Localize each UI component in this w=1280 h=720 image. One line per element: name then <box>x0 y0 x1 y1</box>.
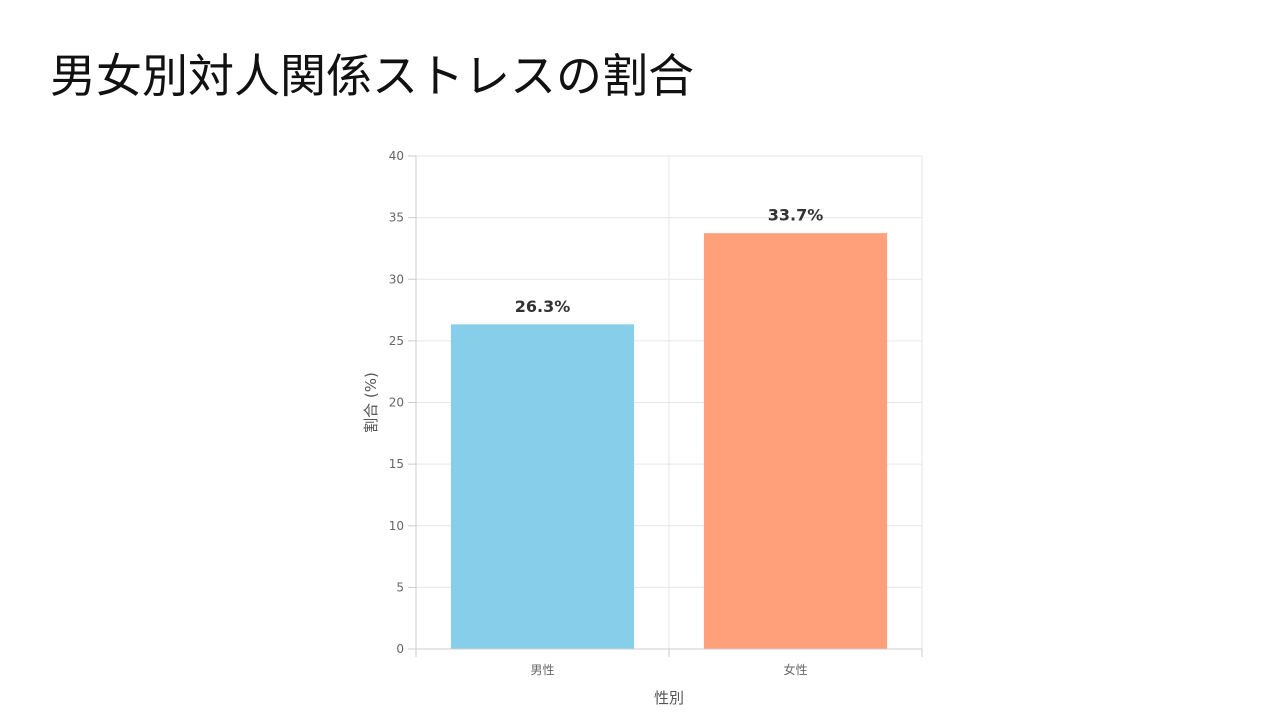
chart-bars <box>450 233 888 650</box>
bar-2 <box>703 233 888 650</box>
y-tick-label: 40 <box>389 149 404 163</box>
y-tick-label: 30 <box>389 272 404 286</box>
y-tick-label: 20 <box>389 396 404 410</box>
slide-title: 男女別対人関係ストレスの割合 <box>50 49 694 103</box>
data-label-2: 33.7% <box>768 206 824 225</box>
y-tick-label: 0 <box>396 642 404 656</box>
y-tick-label: 5 <box>396 580 404 594</box>
data-label-1: 26.3% <box>515 297 571 316</box>
y-axis-title: 割合 (%) <box>362 372 380 433</box>
y-tick-label: 35 <box>389 211 404 225</box>
x-tick-label-1: 男性 <box>530 663 554 677</box>
chart-axes <box>408 155 923 657</box>
chart-labels: 0 5 10 15 20 25 30 35 40 26.3% 男性 33.7% 女性 <box>389 149 824 677</box>
x-axis-title: 性別 <box>654 689 684 707</box>
y-tick-label: 25 <box>389 334 404 348</box>
bar-1 <box>450 324 635 650</box>
x-tick-label-2: 女性 <box>783 662 807 677</box>
y-tick-label: 10 <box>389 519 404 533</box>
y-tick-label: 15 <box>389 457 404 471</box>
